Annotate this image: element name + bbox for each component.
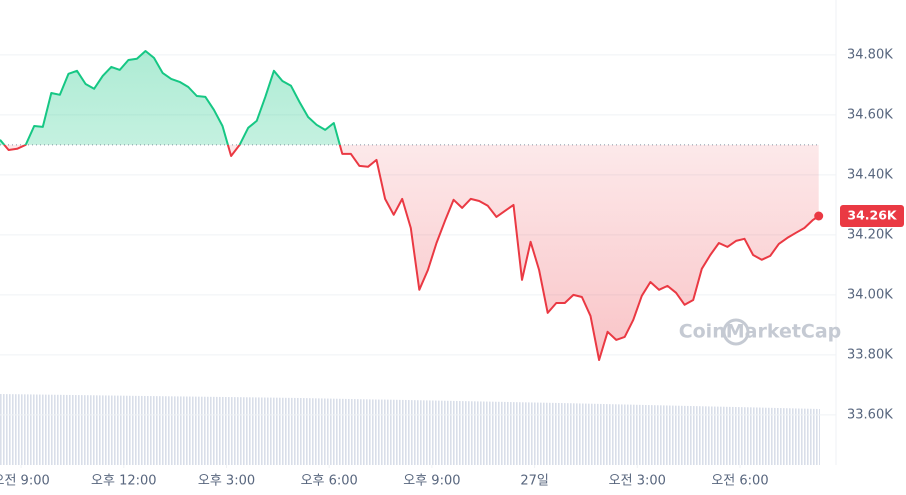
y-tick-label: 34.60K [847, 107, 893, 122]
line-down [2, 144, 820, 361]
x-tick-label: 오후 3:00 [198, 474, 255, 489]
y-tick-label: 34.40K [847, 167, 893, 182]
x-tick-label: 오전 9:00 [0, 474, 50, 489]
volume-bars [0, 394, 820, 465]
y-tick-label: 34.20K [847, 227, 893, 242]
x-tick-label: 오전 6:00 [711, 474, 768, 489]
x-tick-label: 오후 12:00 [91, 474, 157, 489]
watermark: CoinMarketCap [679, 321, 842, 343]
area-down [0, 144, 819, 360]
x-tick-label: 27일 [520, 474, 549, 489]
y-tick-label: 33.80K [847, 347, 893, 362]
current-label-box [840, 205, 904, 227]
line-up [0, 50, 341, 145]
area-up [0, 51, 340, 145]
current-label: 34.26K [847, 208, 898, 223]
watermark-logo [722, 318, 750, 346]
y-tick-label: 34.00K [847, 287, 893, 302]
x-tick-label: 오전 3:00 [609, 474, 666, 489]
y-tick-label: 33.60K [847, 407, 893, 422]
x-tick-label: 오후 9:00 [403, 474, 460, 489]
current-point [814, 211, 824, 221]
y-tick-label: 34.80K [847, 47, 893, 62]
x-tick-label: 오후 6:00 [301, 474, 358, 489]
plot [0, 50, 824, 361]
